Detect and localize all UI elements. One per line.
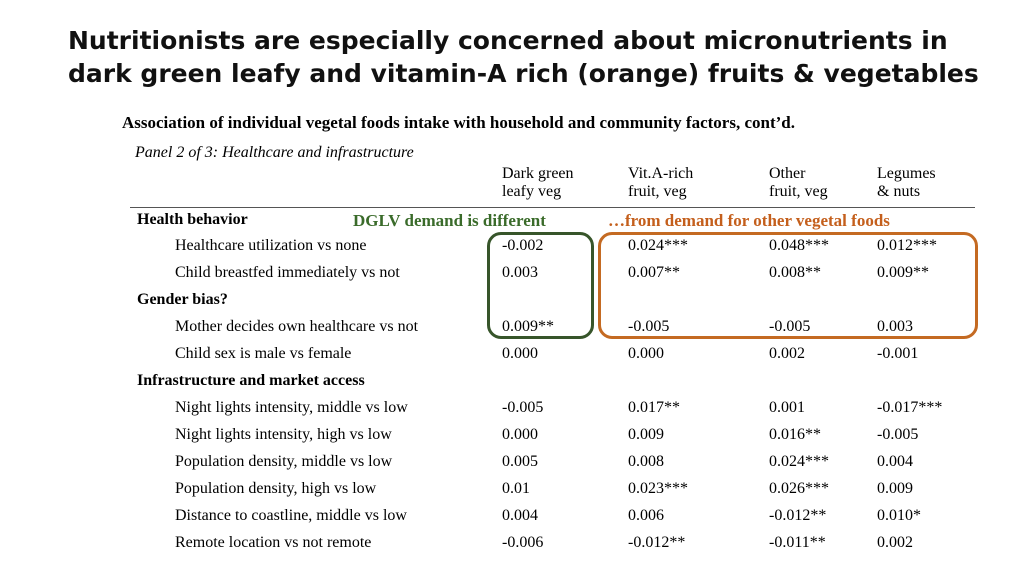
cell-value: 0.007** — [628, 264, 680, 281]
column-header-dark-green: Dark green leafy veg — [502, 165, 574, 201]
section-row-gender: Gender bias? — [0, 291, 1024, 317]
row-label: Population density, high vs low — [175, 480, 377, 497]
cell-value: 0.009 — [877, 480, 913, 497]
section-heading: Health behavior — [137, 211, 248, 228]
column-header-legumes: Legumes & nuts — [877, 165, 936, 201]
column-header-vit-a: Vit.A-rich fruit, veg — [628, 165, 693, 201]
cell-value: 0.008 — [628, 453, 664, 470]
table-row: Night lights intensity, high vs low 0.00… — [0, 426, 1024, 452]
cell-value: 0.004 — [877, 453, 913, 470]
column-header-line: leafy veg — [502, 183, 562, 200]
cell-value: 0.024*** — [769, 453, 829, 470]
cell-value: 0.017** — [628, 399, 680, 416]
cell-value: 0.009** — [502, 318, 554, 335]
cell-value: 0.003 — [877, 318, 913, 335]
cell-value: -0.012** — [628, 534, 686, 551]
cell-value: -0.006 — [502, 534, 544, 551]
section-heading: Gender bias? — [137, 291, 228, 308]
cell-value: -0.005 — [502, 399, 544, 416]
cell-value: -0.005 — [877, 426, 919, 443]
cell-value: 0.009 — [628, 426, 664, 443]
cell-value: 0.000 — [502, 426, 538, 443]
column-header-line: fruit, veg — [628, 183, 687, 200]
table-row: Population density, middle vs low 0.005 … — [0, 453, 1024, 479]
row-label: Night lights intensity, high vs low — [175, 426, 392, 443]
column-header-line: Legumes — [877, 165, 936, 182]
row-label: Mother decides own healthcare vs not — [175, 318, 419, 335]
table-row: Child breastfed immediately vs not 0.003… — [0, 264, 1024, 290]
table-row: Distance to coastline, middle vs low 0.0… — [0, 507, 1024, 533]
cell-value: -0.005 — [769, 318, 811, 335]
other-vegetal-highlight-box — [598, 232, 978, 339]
dglv-highlight-box — [487, 232, 594, 339]
cell-value: -0.011** — [769, 534, 826, 551]
cell-value: 0.024*** — [628, 237, 688, 254]
cell-value: 0.004 — [502, 507, 538, 524]
cell-value: 0.016** — [769, 426, 821, 443]
column-header-line: Dark green — [502, 165, 574, 182]
column-header-line: & nuts — [877, 183, 921, 200]
cell-value: 0.012*** — [877, 237, 937, 254]
row-label: Population density, middle vs low — [175, 453, 393, 470]
table-caption: Association of individual vegetal foods … — [122, 113, 795, 132]
cell-value: 0.001 — [769, 399, 805, 416]
section-heading: Infrastructure and market access — [137, 372, 365, 389]
cell-value: 0.023*** — [628, 480, 688, 497]
cell-value: 0.002 — [769, 345, 805, 362]
cell-value: -0.017*** — [877, 399, 943, 416]
cell-value: -0.001 — [877, 345, 919, 362]
cell-value: 0.026*** — [769, 480, 829, 497]
cell-value: -0.002 — [502, 237, 544, 254]
cell-value: 0.01 — [502, 480, 530, 497]
table-row: Remote location vs not remote -0.006 -0.… — [0, 534, 1024, 560]
row-label: Night lights intensity, middle vs low — [175, 399, 408, 416]
section-row-health: Health behavior — [0, 211, 1024, 237]
cell-value: 0.008** — [769, 264, 821, 281]
column-header-line: Other — [769, 165, 806, 182]
cell-value: 0.000 — [502, 345, 538, 362]
cell-value: 0.002 — [877, 534, 913, 551]
table-row: Mother decides own healthcare vs not 0.0… — [0, 318, 1024, 344]
header-rule — [130, 207, 975, 208]
cell-value: -0.005 — [628, 318, 670, 335]
cell-value: 0.005 — [502, 453, 538, 470]
table-row: Night lights intensity, middle vs low -0… — [0, 399, 1024, 425]
dglv-annotation: DGLV demand is different — [351, 211, 548, 231]
row-label: Healthcare utilization vs none — [175, 237, 367, 254]
slide-title: Nutritionists are especially concerned a… — [68, 26, 979, 88]
cell-value: -0.012** — [769, 507, 827, 524]
row-label: Distance to coastline, middle vs low — [175, 507, 407, 524]
column-header-other-fruit: Other fruit, veg — [769, 165, 828, 201]
cell-value: 0.006 — [628, 507, 664, 524]
cell-value: 0.009** — [877, 264, 929, 281]
column-header-line: Vit.A-rich — [628, 165, 694, 182]
panel-label: Panel 2 of 3: Healthcare and infrastruct… — [135, 144, 414, 161]
row-label: Remote location vs not remote — [175, 534, 372, 551]
cell-value: 0.003 — [502, 264, 538, 281]
other-demand-annotation: …from demand for other vegetal foods — [606, 211, 892, 231]
table-row: Population density, high vs low 0.01 0.0… — [0, 480, 1024, 506]
row-label: Child breastfed immediately vs not — [175, 264, 400, 281]
column-header-line: fruit, veg — [769, 183, 828, 200]
cell-value: 0.000 — [628, 345, 664, 362]
table-row: Healthcare utilization vs none -0.002 0.… — [0, 237, 1024, 263]
row-label: Child sex is male vs female — [175, 345, 352, 362]
section-row-infrastructure: Infrastructure and market access — [0, 372, 1024, 398]
table-row: Child sex is male vs female 0.000 0.000 … — [0, 345, 1024, 371]
cell-value: 0.010* — [877, 507, 921, 524]
cell-value: 0.048*** — [769, 237, 829, 254]
